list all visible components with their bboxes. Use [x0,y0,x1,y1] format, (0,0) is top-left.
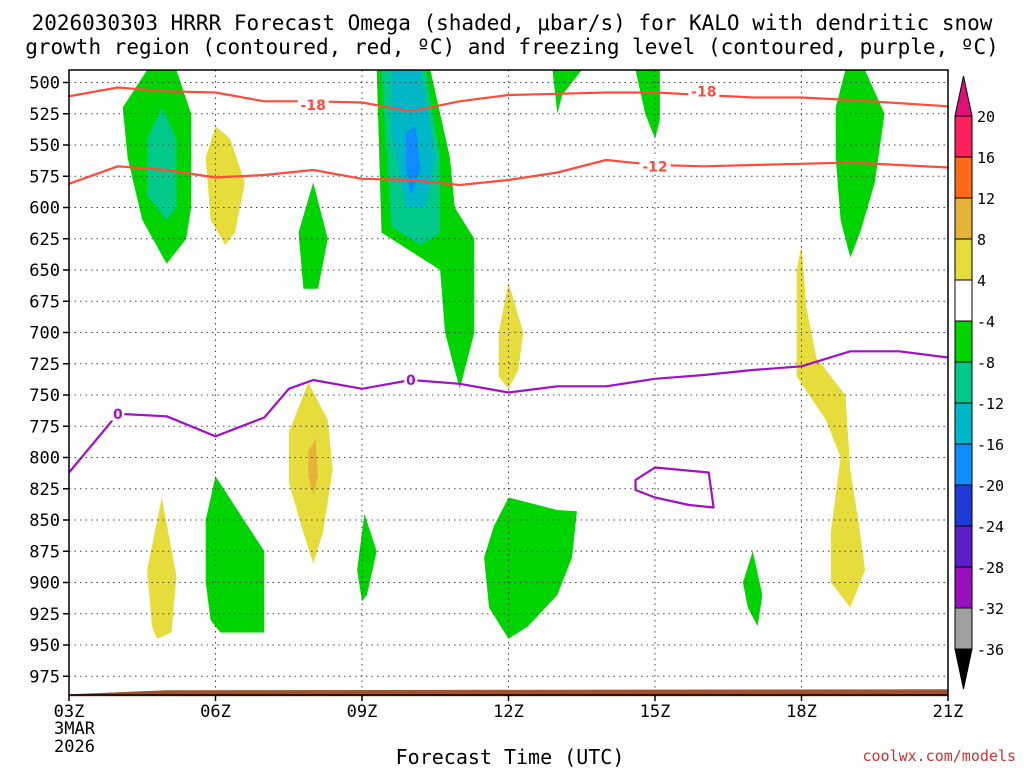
colorbar-label-6: -8 [977,354,995,372]
chart-title-line-1: 2026030303 HRRR Forecast Omega (shaded, … [32,11,993,35]
isotherm-label-bg-minus18-1 [688,83,720,99]
y-tick-label-950: 950 [29,636,60,656]
colorbar-swatch-8 [954,443,973,486]
omega-region-orange-08z [308,438,318,495]
omega-region-green-lower-12z [484,497,577,639]
omega-region-green-top-15z [635,70,660,139]
colorbar-label-0: 20 [977,108,995,126]
omega-region-teal-upper-left [147,107,177,220]
y-tick-label-550: 550 [29,136,60,156]
isotherm-zero [69,350,948,474]
colorbar-label-3: 8 [977,231,986,249]
omega-region-yellow-upper-left [205,126,245,245]
isotherm-minus12 [69,158,948,187]
omega-region-green-top-13z [552,70,582,114]
plot-gridlines [69,70,948,695]
omega-region-yellow-right [796,245,865,608]
omega-region-yellow-lower-left [147,497,177,639]
y-tick-label-500: 500 [29,74,60,94]
colorbar-label-12: -32 [977,600,1004,618]
x-tick-label-15Z: 15Z [640,702,671,722]
y-tick-label-825: 825 [29,480,60,500]
colorbar-label-5: -4 [977,313,995,331]
colorbar-label-8: -16 [977,436,1004,454]
contour-labels: -18 -18 -12 0 0 [111,83,720,423]
omega-region-green-small-08z [298,182,328,289]
x-tick-label-21Z: 21Z [933,702,964,722]
isotherm-label-bg-zero-1 [404,372,418,387]
y-tick-label-900: 900 [29,574,60,594]
colorbar-swatch-10 [954,525,973,568]
isotherm-zero-loop [634,466,715,509]
colorbar-swatch-1 [954,156,973,199]
colorbar-label-7: -12 [977,395,1004,413]
colorbar-bottom-arrow [954,648,973,690]
colorbar-swatch-11 [954,566,973,609]
y-tick-label-600: 600 [29,199,60,219]
colorbar-label-11: -28 [977,559,1004,577]
x-tick-label-09Z: 09Z [347,702,378,722]
x-axis: 03Z 06Z 09Z 12Z 15Z 18Z 21Z [54,695,964,722]
colorbar-swatch-6 [954,361,973,404]
y-tick-label-850: 850 [29,511,60,531]
temperature-contours [69,86,948,509]
omega-region-green-lower-17z [742,551,763,627]
colorbar-swatch-5 [954,320,973,363]
isotherm-label-minus12-0: -12 [642,159,667,175]
isotherm-label-zero-0: 0 [113,407,123,423]
chart-title-line-2: growth region (contoured, red, ºC) and f… [25,35,999,59]
x-tick-label-18Z: 18Z [786,702,817,722]
colorbar-label-13: -36 [977,641,1004,659]
y-tick-label-875: 875 [29,542,60,562]
colorbar-swatch-12 [954,607,973,650]
isotherm-label-bg-zero-0 [111,405,125,421]
y-axis: 500 525 550 575 600 625 650 675 700 725 750 775 800 8… [29,74,69,687]
isotherm-minus18 [69,86,948,113]
omega-region-green-lower-09z [357,513,377,602]
x-tick-label-06Z: 06Z [200,702,231,722]
isotherm-label-bg-minus12-0 [639,158,671,174]
x-date-year: 2026 [54,737,95,757]
colorbar-swatch-0 [954,115,973,158]
colorbar-swatch-4 [954,279,973,322]
y-tick-label-775: 775 [29,417,60,437]
y-tick-label-525: 525 [29,105,60,125]
x-tick-label-03Z: 03Z [54,702,85,722]
isotherm-label-minus18-0: -18 [301,98,326,114]
y-tick-label-975: 975 [29,667,60,687]
colorbar-top-arrow [954,75,973,117]
y-tick-label-575: 575 [29,167,60,187]
x-tick-label-12Z: 12Z [493,702,524,722]
omega-region-blue-core-mid [406,126,421,195]
colorbar-label-10: -24 [977,518,1004,536]
y-tick-label-725: 725 [29,355,60,375]
y-tick-label-700: 700 [29,324,60,344]
isotherm-label-minus18-1: -18 [691,84,716,100]
y-tick-label-625: 625 [29,230,60,250]
isotherm-label-zero-1: 0 [406,373,416,389]
x-date-month: 3MAR [54,719,96,739]
omega-region-yellow-11z [498,282,524,389]
colorbar-label-1: 16 [977,149,995,167]
colorbar-swatch-2 [954,197,973,240]
colorbar: 20 16 12 8 4 -4 -8 -12 -16 -20 -24 -28 -32 -36 [954,75,1004,690]
y-tick-label-675: 675 [29,292,60,312]
omega-region-green-lower-06z [205,476,265,633]
y-tick-label-800: 800 [29,449,60,469]
colorbar-label-9: -20 [977,477,1004,495]
y-tick-label-925: 925 [29,605,60,625]
omega-shading [122,70,885,639]
colorbar-label-2: 12 [977,190,995,208]
x-axis-label: Forecast Time (UTC) [396,745,625,768]
colorbar-label-4: 4 [977,272,986,290]
colorbar-swatch-9 [954,484,973,527]
isotherm-label-bg-minus18-0 [297,97,329,112]
y-tick-label-750: 750 [29,386,60,406]
colorbar-swatch-7 [954,402,973,445]
y-tick-label-650: 650 [29,261,60,281]
credit-link[interactable]: coolwx.com/models [862,747,1016,765]
colorbar-swatch-3 [954,238,973,281]
